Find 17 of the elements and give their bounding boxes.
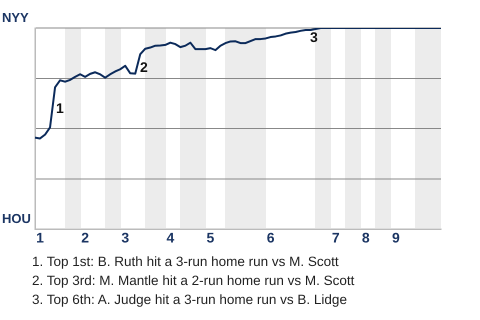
x-tick-label: 9 [392,229,400,246]
text: 2. Top 3rd: M. Mantle hit a 2-run home run vs M. Scott [32,272,356,290]
text: 1. Top 1st: B. Ruth hit a 3-run home run vs M. Scott [32,253,340,271]
x-tick-label: 1 [36,229,44,246]
annotation: 3 [310,29,318,45]
annotation: 2 [140,59,148,75]
x-tick-label: 4 [166,229,174,246]
x-tick-label: 3 [121,229,130,246]
text: NYY [2,10,29,25]
text: HOU [2,211,31,226]
annotation: 1 [56,100,64,116]
x-tick-label: 5 [206,229,215,246]
x-tick-label: 2 [81,229,90,246]
x-tick-label: 6 [266,229,275,246]
text: 3. Top 6th: A. Judge hit a 3-run home run vs B. Lidge [32,291,348,309]
x-tick-label: 7 [332,229,340,246]
x-tick-label: 8 [362,229,370,246]
